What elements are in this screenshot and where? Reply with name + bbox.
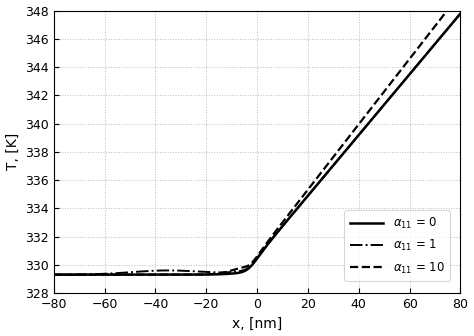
$\alpha_{11}$ = 1: [121, 270, 127, 275]
Line: $\alpha_{11}$ = 10: $\alpha_{11}$ = 10: [54, 0, 460, 275]
$\alpha_{11}$ = 10: [121, 272, 127, 277]
$\alpha_{11}$ = 0: [97, 272, 103, 277]
$\alpha_{11}$ = 0: [457, 11, 463, 15]
$\alpha_{11}$ = 10: [97, 272, 103, 277]
$\alpha_{11}$ = 10: [450, 2, 456, 6]
$\alpha_{11}$ = 0: [207, 272, 212, 277]
$\alpha_{11}$ = 10: [406, 58, 411, 62]
$\alpha_{11}$ = 0: [51, 272, 56, 277]
Legend: $\alpha_{11}$ = 0, $\alpha_{11}$ = 1, $\alpha_{11}$ = 10: $\alpha_{11}$ = 0, $\alpha_{11}$ = 1, $\…: [344, 210, 450, 282]
Line: $\alpha_{11}$ = 1: $\alpha_{11}$ = 1: [54, 13, 460, 275]
$\alpha_{11}$ = 0: [450, 21, 456, 25]
$\alpha_{11}$ = 1: [97, 272, 103, 276]
$\alpha_{11}$ = 10: [207, 272, 212, 276]
$\alpha_{11}$ = 1: [450, 21, 456, 25]
$\alpha_{11}$ = 1: [51, 272, 56, 277]
$\alpha_{11}$ = 0: [225, 272, 230, 276]
$\alpha_{11}$ = 10: [51, 272, 56, 277]
Y-axis label: T, [K]: T, [K]: [6, 133, 19, 170]
$\alpha_{11}$ = 0: [121, 272, 127, 277]
$\alpha_{11}$ = 1: [406, 73, 411, 77]
$\alpha_{11}$ = 10: [225, 270, 230, 274]
Line: $\alpha_{11}$ = 0: $\alpha_{11}$ = 0: [54, 13, 460, 275]
$\alpha_{11}$ = 0: [406, 73, 411, 77]
$\alpha_{11}$ = 1: [207, 270, 212, 274]
$\alpha_{11}$ = 1: [225, 270, 230, 274]
$\alpha_{11}$ = 1: [457, 11, 463, 15]
X-axis label: x, [nm]: x, [nm]: [232, 317, 282, 330]
